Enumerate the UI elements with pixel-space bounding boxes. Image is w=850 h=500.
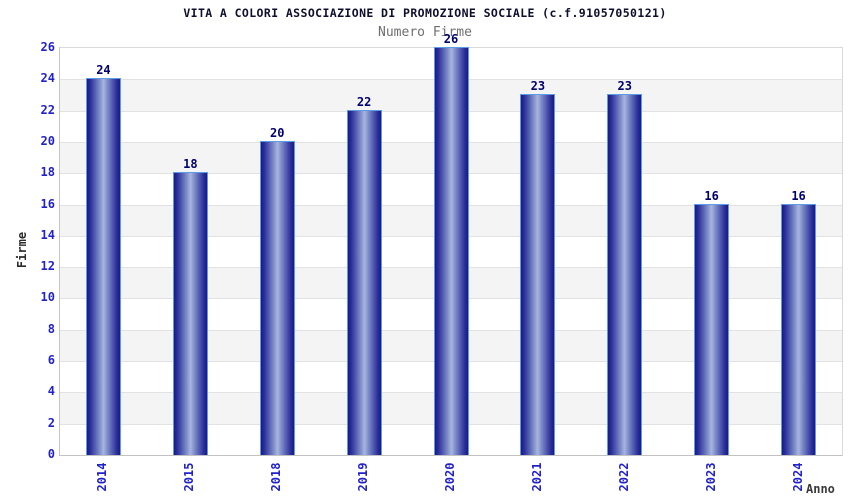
x-axis-title: Anno — [806, 482, 835, 496]
y-tick-label: 2 — [47, 415, 55, 430]
y-tick-label: 14 — [40, 227, 55, 242]
bar-2018 — [259, 140, 295, 455]
bar-2019 — [346, 109, 382, 455]
y-tick-label: 22 — [40, 102, 55, 117]
bar-value-label: 16 — [791, 188, 806, 203]
bar-2021 — [520, 93, 556, 455]
bar-2022 — [607, 93, 643, 455]
bar-value-label: 26 — [443, 32, 459, 46]
y-tick-label: 0 — [47, 447, 55, 461]
x-axis-labels: 2014 2015 2018 2019 2020 2021 2022 2023 2024 — [59, 454, 841, 500]
y-tick-label: 20 — [40, 133, 55, 148]
bar-value-label: 24 — [96, 63, 111, 78]
plot-area: 24 18 20 22 26 23 23 16 16 — [59, 33, 843, 456]
y-tick-label: 10 — [40, 290, 55, 305]
bar-value-label: 23 — [617, 78, 632, 93]
bar-2015 — [172, 172, 208, 455]
bar-value-label: 22 — [356, 94, 372, 109]
bar-value-label: 16 — [704, 188, 719, 203]
y-tick-label: 24 — [40, 71, 55, 86]
bar-value-label: 20 — [269, 125, 285, 140]
y-axis-labels: 0 2 4 6 8 10 12 14 16 18 20 22 24 26 — [0, 41, 55, 460]
y-tick-label: 8 — [47, 321, 55, 336]
bar-2023 — [694, 203, 730, 455]
y-tick-label: 18 — [40, 165, 55, 180]
bar-2024 — [781, 203, 817, 455]
bar-value-label: 18 — [183, 157, 198, 172]
y-tick-label: 26 — [40, 40, 55, 54]
y-tick-label: 12 — [40, 259, 55, 274]
bar-2020 — [433, 47, 469, 455]
chart-title: VITA A COLORI ASSOCIAZIONE DI PROMOZIONE… — [183, 6, 667, 20]
bar-2014 — [85, 78, 121, 455]
y-tick-label: 4 — [47, 384, 55, 399]
y-tick-label: 16 — [40, 196, 55, 211]
y-tick-label: 6 — [47, 353, 55, 368]
chart-subtitle: Numero Firme — [378, 25, 472, 40]
bar-value-label: 23 — [530, 78, 546, 93]
